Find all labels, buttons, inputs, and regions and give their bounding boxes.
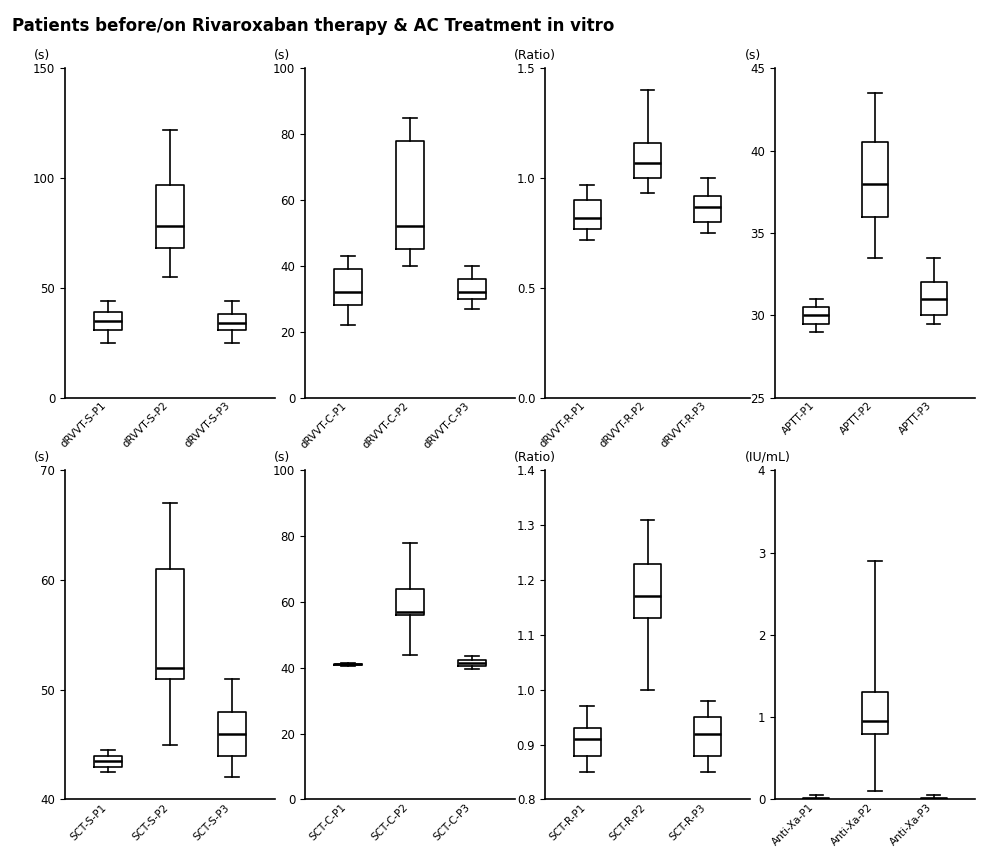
- Text: (s): (s): [34, 49, 50, 62]
- Text: Patients before/on Rivaroxaban therapy & AC Treatment in vitro: Patients before/on Rivaroxaban therapy &…: [12, 17, 614, 35]
- Text: (Ratio): (Ratio): [514, 451, 556, 463]
- Text: (s): (s): [274, 49, 290, 62]
- Text: (s): (s): [745, 49, 761, 62]
- Text: (s): (s): [34, 451, 50, 463]
- Text: (IU/mL): (IU/mL): [745, 451, 791, 463]
- Text: (s): (s): [274, 451, 290, 463]
- Text: (Ratio): (Ratio): [514, 49, 556, 62]
